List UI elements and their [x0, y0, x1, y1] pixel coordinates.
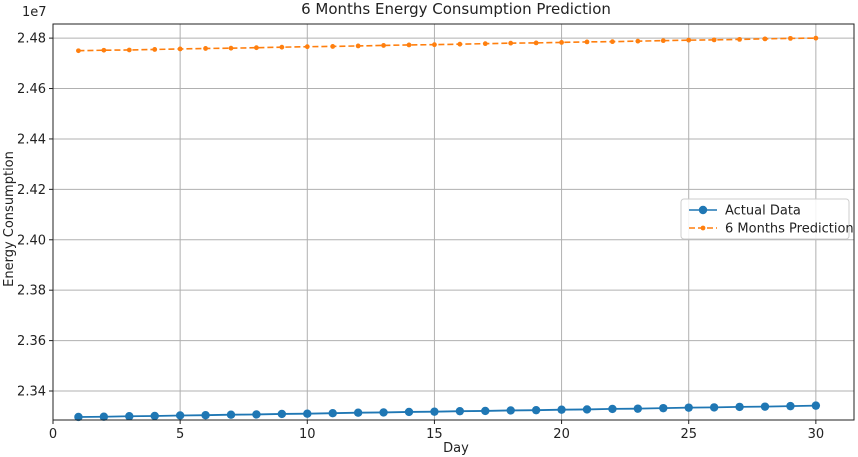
x-tick-label: 30 — [808, 427, 825, 442]
x-tick-label: 5 — [176, 427, 184, 442]
data-point-series-1 — [99, 412, 109, 421]
data-point-series-2 — [660, 38, 666, 44]
data-point-series-2 — [508, 40, 514, 46]
data-point-series-1 — [455, 406, 465, 416]
plot-frame — [52, 23, 855, 421]
y-axis-label: Energy Consumption — [2, 151, 17, 287]
data-point-series-2 — [788, 35, 793, 41]
y-tick-label: 2.42 — [17, 183, 46, 198]
data-point-series-1 — [506, 406, 515, 415]
data-point-series-2 — [330, 44, 336, 49]
x-axis-label: Day — [443, 441, 469, 456]
data-point-series-1 — [684, 403, 693, 412]
data-point-series-1 — [760, 402, 770, 411]
data-point-series-1 — [404, 407, 414, 417]
legend: Actual Data 6 Months Prediction — [680, 198, 854, 240]
data-point-series-1 — [125, 412, 134, 421]
x-tick-label: 0 — [49, 427, 57, 442]
data-point-series-1 — [608, 404, 617, 414]
data-point-series-2 — [355, 43, 361, 49]
data-point-series-2 — [711, 37, 717, 43]
series-line-1 — [78, 404, 816, 418]
x-tick-label: 15 — [426, 427, 443, 442]
legend-box — [680, 198, 850, 240]
data-point-series-2 — [737, 36, 742, 42]
data-point-series-2 — [101, 47, 107, 53]
data-point-series-1 — [531, 405, 541, 415]
data-point-series-2 — [381, 43, 386, 48]
y-tick-label: 2.36 — [17, 334, 46, 349]
data-point-series-1 — [277, 409, 287, 419]
data-point-series-2 — [203, 46, 208, 51]
data-point-series-2 — [813, 35, 819, 41]
y-tick-label: 2.46 — [17, 82, 46, 97]
data-point-series-2 — [610, 39, 615, 45]
series-line-2 — [78, 37, 816, 52]
data-point-series-1 — [226, 410, 236, 419]
data-point-series-2 — [584, 39, 590, 45]
data-point-series-2 — [228, 45, 234, 51]
x-tick-label: 10 — [299, 427, 316, 442]
data-point-series-2 — [177, 46, 183, 52]
y-tick-label: 2.40 — [17, 233, 46, 248]
x-tick-label: 25 — [680, 427, 697, 442]
data-point-series-2 — [635, 38, 641, 44]
data-point-series-2 — [457, 41, 463, 47]
data-point-series-1 — [709, 403, 719, 412]
data-point-series-1 — [430, 407, 439, 416]
data-point-series-2 — [482, 41, 488, 47]
ticks: 0 5 10 15 20 25 30 2.34 2.36 2.38 2.40 2.42 2.44 2.46… — [17, 32, 824, 442]
data-point-series-1 — [811, 401, 821, 410]
y-offset-label: 1e7 — [22, 5, 47, 20]
data-point-series-1 — [201, 411, 210, 420]
data-point-series-2 — [559, 40, 564, 45]
legend-swatch-marker — [700, 225, 706, 231]
data-point-series-1 — [252, 410, 261, 419]
data-point-series-2 — [76, 48, 81, 54]
legend-label: 6 Months Prediction — [725, 222, 854, 237]
data-point-series-2 — [126, 47, 132, 53]
data-point-series-2 — [304, 44, 310, 50]
data-point-series-1 — [74, 412, 83, 422]
data-point-series-1 — [379, 408, 388, 417]
data-point-series-2 — [762, 36, 768, 42]
data-point-series-1 — [633, 404, 643, 413]
y-tick-label: 2.44 — [17, 132, 46, 147]
y-tick-label: 2.48 — [17, 32, 46, 47]
legend-swatch-marker — [698, 205, 708, 215]
data-point-series-1 — [557, 405, 566, 414]
data-point-series-1 — [175, 411, 185, 420]
y-tick-label: 2.34 — [17, 385, 46, 400]
data-point-series-1 — [303, 409, 312, 418]
data-point-series-1 — [786, 401, 795, 411]
data-point-series-1 — [481, 406, 490, 416]
data-point-series-2 — [432, 42, 437, 48]
data-point-series-2 — [254, 45, 259, 51]
data-point-series-1 — [582, 405, 592, 414]
data-point-series-1 — [659, 403, 668, 413]
legend-label: Actual Data — [725, 204, 801, 219]
data-point-series-2 — [152, 47, 158, 52]
data-point-series-2 — [279, 44, 285, 50]
data-point-series-2 — [406, 42, 412, 48]
data-point-series-1 — [150, 411, 159, 421]
y-tick-label: 2.38 — [17, 284, 46, 299]
data-point-series-2 — [686, 37, 692, 43]
data-point-series-2 — [533, 40, 539, 46]
x-tick-label: 20 — [553, 427, 570, 442]
data-point-series-1 — [353, 408, 363, 417]
chart-title: 6 Months Energy Consumption Prediction — [301, 0, 611, 18]
data-point-series-1 — [735, 402, 744, 412]
data-point-series-1 — [328, 408, 337, 418]
series-layer — [74, 35, 821, 422]
